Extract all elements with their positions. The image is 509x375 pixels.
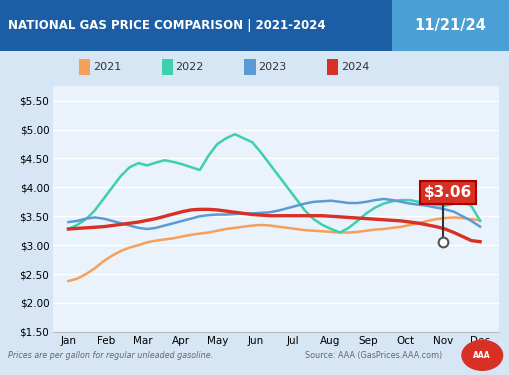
Text: 2022: 2022: [175, 62, 204, 72]
Bar: [162, 58, 173, 75]
Bar: [392, 0, 509, 51]
Text: Source: AAA (GasPrices.AAA.com): Source: AAA (GasPrices.AAA.com): [305, 351, 443, 360]
Text: NATIONAL GAS PRICE COMPARISON | 2021-2024: NATIONAL GAS PRICE COMPARISON | 2021-202…: [8, 19, 325, 32]
Circle shape: [462, 340, 502, 370]
Bar: [0, 0, 392, 51]
Text: 11/21/24: 11/21/24: [414, 18, 487, 33]
Bar: [327, 58, 338, 75]
Text: Prices are per gallon for regular unleaded gasoline.: Prices are per gallon for regular unlead…: [8, 351, 213, 360]
Bar: [79, 58, 90, 75]
Text: AAA: AAA: [473, 351, 491, 360]
Text: 2023: 2023: [258, 62, 287, 72]
Bar: [244, 58, 256, 75]
Text: 2024: 2024: [341, 62, 369, 72]
Text: $3.06: $3.06: [424, 185, 472, 200]
Text: 2021: 2021: [93, 62, 121, 72]
